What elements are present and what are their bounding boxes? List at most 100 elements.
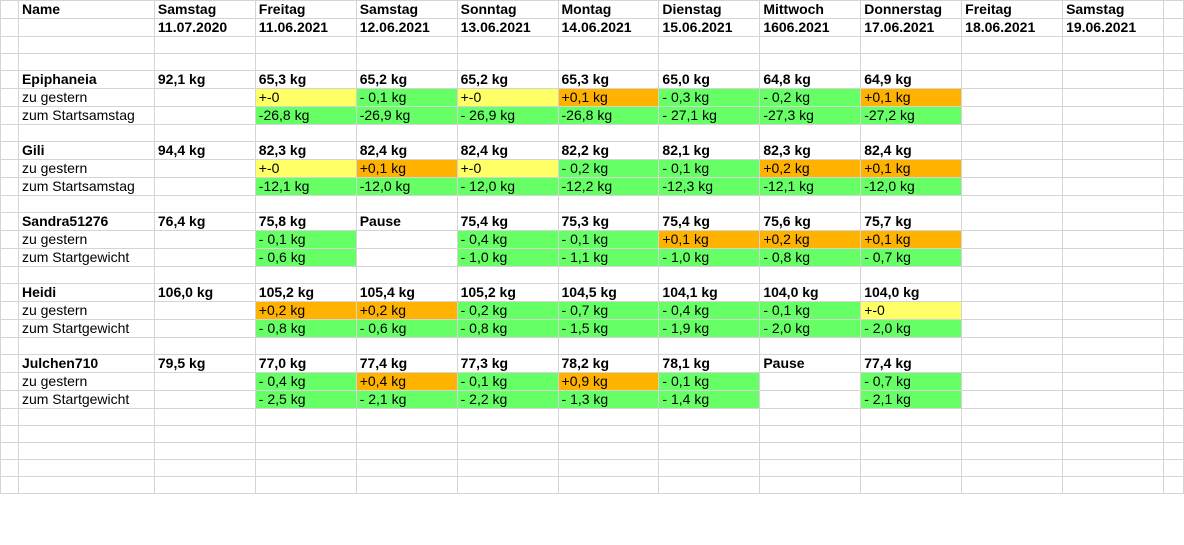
empty-cell[interactable] bbox=[0, 177, 19, 196]
empty-cell[interactable] bbox=[153, 36, 256, 54]
row-label-cell[interactable]: zum Startgewicht bbox=[17, 248, 155, 267]
empty-cell[interactable] bbox=[759, 266, 862, 284]
change-cell[interactable]: - 0,1 kg bbox=[759, 301, 862, 320]
header-date-cell[interactable]: 11.06.2021 bbox=[254, 18, 357, 37]
change-cell[interactable] bbox=[961, 88, 1064, 107]
header-day-cell[interactable]: Sonntag bbox=[456, 0, 559, 19]
weight-cell[interactable] bbox=[1062, 354, 1164, 373]
weight-cell[interactable] bbox=[961, 283, 1064, 302]
change-cell[interactable] bbox=[153, 177, 256, 196]
change-cell[interactable] bbox=[153, 159, 256, 178]
empty-cell[interactable] bbox=[860, 459, 963, 477]
weight-cell[interactable]: 78,1 kg bbox=[658, 354, 761, 373]
weight-cell[interactable]: 104,0 kg bbox=[759, 283, 862, 302]
empty-cell[interactable] bbox=[17, 124, 155, 142]
empty-cell[interactable] bbox=[961, 53, 1064, 71]
row-label-cell[interactable]: zu gestern bbox=[17, 372, 155, 391]
change-cell[interactable]: - 1,0 kg bbox=[456, 248, 559, 267]
change-cell[interactable] bbox=[1062, 106, 1164, 125]
row-label-cell[interactable]: zu gestern bbox=[17, 159, 155, 178]
weight-cell[interactable] bbox=[1062, 141, 1164, 160]
change-cell[interactable]: - 26,9 kg bbox=[456, 106, 559, 125]
change-cell[interactable]: - 2,1 kg bbox=[860, 390, 963, 409]
empty-cell[interactable] bbox=[153, 124, 256, 142]
header-date-cell[interactable]: 13.06.2021 bbox=[456, 18, 559, 37]
weight-cell[interactable]: 65,3 kg bbox=[254, 70, 357, 89]
change-cell[interactable]: - 0,2 kg bbox=[759, 88, 862, 107]
empty-cell[interactable] bbox=[153, 337, 256, 355]
empty-cell[interactable] bbox=[254, 53, 357, 71]
empty-cell[interactable] bbox=[254, 36, 357, 54]
empty-cell[interactable] bbox=[860, 425, 963, 443]
empty-cell[interactable] bbox=[0, 408, 19, 426]
weight-cell[interactable] bbox=[1062, 212, 1164, 231]
change-cell[interactable] bbox=[759, 372, 862, 391]
empty-cell[interactable] bbox=[658, 124, 761, 142]
change-cell[interactable]: - 0,7 kg bbox=[860, 372, 963, 391]
change-cell[interactable] bbox=[1062, 319, 1164, 338]
empty-cell[interactable] bbox=[658, 459, 761, 477]
change-cell[interactable] bbox=[961, 319, 1064, 338]
empty-cell[interactable] bbox=[0, 372, 19, 391]
empty-cell[interactable] bbox=[254, 266, 357, 284]
change-cell[interactable]: - 0,6 kg bbox=[355, 319, 458, 338]
empty-cell[interactable] bbox=[658, 36, 761, 54]
weight-cell[interactable]: 105,4 kg bbox=[355, 283, 458, 302]
empty-cell[interactable] bbox=[0, 18, 19, 37]
header-date-cell[interactable]: 18.06.2021 bbox=[961, 18, 1064, 37]
empty-cell[interactable] bbox=[1062, 425, 1164, 443]
change-cell[interactable] bbox=[153, 106, 256, 125]
empty-cell[interactable] bbox=[1162, 319, 1184, 338]
change-cell[interactable]: - 0,6 kg bbox=[254, 248, 357, 267]
empty-cell[interactable] bbox=[254, 408, 357, 426]
empty-cell[interactable] bbox=[0, 212, 19, 231]
change-cell[interactable]: -26,8 kg bbox=[557, 106, 660, 125]
weight-cell[interactable]: 65,3 kg bbox=[557, 70, 660, 89]
empty-cell[interactable] bbox=[0, 301, 19, 320]
empty-cell[interactable] bbox=[1162, 337, 1184, 355]
change-cell[interactable]: +-0 bbox=[456, 88, 559, 107]
weight-cell[interactable] bbox=[961, 141, 1064, 160]
change-cell[interactable]: +0,9 kg bbox=[557, 372, 660, 391]
empty-cell[interactable] bbox=[17, 53, 155, 71]
change-cell[interactable] bbox=[1062, 372, 1164, 391]
empty-cell[interactable] bbox=[961, 425, 1064, 443]
header-date-cell[interactable]: 14.06.2021 bbox=[557, 18, 660, 37]
change-cell[interactable]: -27,3 kg bbox=[759, 106, 862, 125]
empty-cell[interactable] bbox=[1062, 337, 1164, 355]
weight-cell[interactable]: Pause bbox=[759, 354, 862, 373]
empty-cell[interactable] bbox=[0, 88, 19, 107]
change-cell[interactable]: - 0,7 kg bbox=[860, 248, 963, 267]
empty-cell[interactable] bbox=[961, 459, 1064, 477]
empty-cell[interactable] bbox=[860, 124, 963, 142]
change-cell[interactable]: - 2,1 kg bbox=[355, 390, 458, 409]
weight-cell[interactable]: 65,2 kg bbox=[456, 70, 559, 89]
empty-cell[interactable] bbox=[153, 408, 256, 426]
empty-cell[interactable] bbox=[355, 53, 458, 71]
empty-cell[interactable] bbox=[1162, 70, 1184, 89]
empty-cell[interactable] bbox=[1162, 18, 1184, 37]
weight-cell[interactable]: 82,4 kg bbox=[860, 141, 963, 160]
empty-cell[interactable] bbox=[0, 442, 19, 460]
person-name-cell[interactable]: Julchen710 bbox=[17, 354, 155, 373]
empty-cell[interactable] bbox=[1162, 0, 1184, 19]
empty-cell[interactable] bbox=[557, 442, 660, 460]
row-label-cell[interactable]: zum Startgewicht bbox=[17, 390, 155, 409]
change-cell[interactable]: -26,9 kg bbox=[355, 106, 458, 125]
change-cell[interactable]: - 1,1 kg bbox=[557, 248, 660, 267]
weight-cell[interactable]: 64,8 kg bbox=[759, 70, 862, 89]
change-cell[interactable]: +0,1 kg bbox=[557, 88, 660, 107]
weight-cell[interactable] bbox=[961, 354, 1064, 373]
empty-cell[interactable] bbox=[557, 124, 660, 142]
change-cell[interactable]: - 0,7 kg bbox=[557, 301, 660, 320]
change-cell[interactable]: -12,0 kg bbox=[860, 177, 963, 196]
weight-cell[interactable]: 106,0 kg bbox=[153, 283, 256, 302]
empty-cell[interactable] bbox=[1062, 124, 1164, 142]
weight-cell[interactable]: 82,4 kg bbox=[355, 141, 458, 160]
empty-cell[interactable] bbox=[961, 195, 1064, 213]
empty-cell[interactable] bbox=[355, 476, 458, 494]
change-cell[interactable] bbox=[961, 106, 1064, 125]
empty-cell[interactable] bbox=[658, 337, 761, 355]
header-date-cell[interactable]: 1606.2021 bbox=[759, 18, 862, 37]
weight-cell[interactable]: 76,4 kg bbox=[153, 212, 256, 231]
